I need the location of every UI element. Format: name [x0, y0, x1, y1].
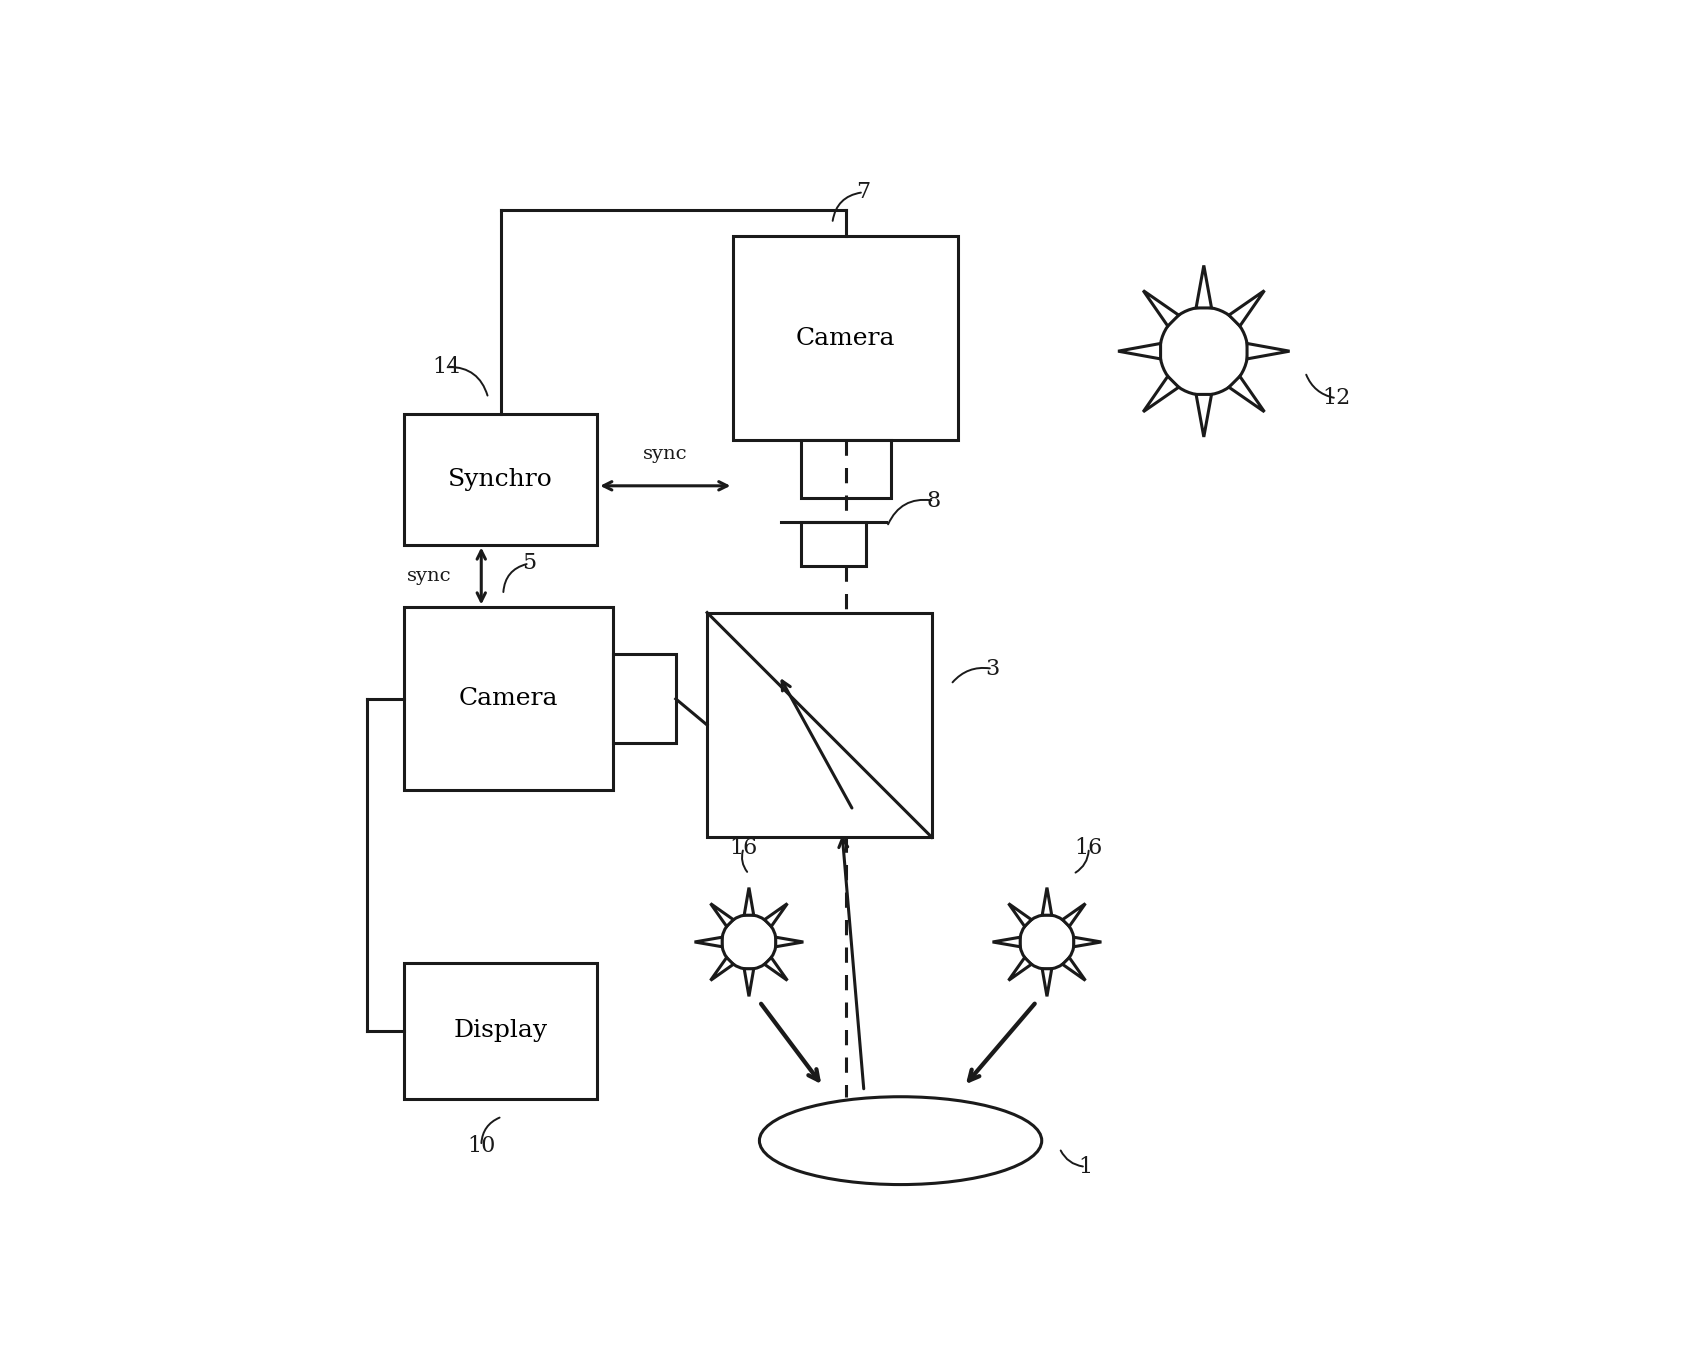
Polygon shape: [695, 937, 722, 947]
Text: 10: 10: [466, 1135, 495, 1157]
Text: 16: 16: [1075, 837, 1102, 858]
Polygon shape: [711, 957, 733, 980]
Bar: [707, 612, 931, 838]
Polygon shape: [1230, 291, 1265, 326]
Bar: [404, 963, 597, 1099]
Text: sync: sync: [407, 568, 451, 585]
Polygon shape: [1196, 265, 1211, 308]
Bar: [801, 440, 890, 497]
Text: 14: 14: [432, 356, 461, 378]
Polygon shape: [1230, 376, 1265, 411]
Polygon shape: [992, 937, 1021, 947]
Text: 3: 3: [985, 657, 999, 680]
Text: 5: 5: [522, 553, 536, 574]
Polygon shape: [775, 937, 804, 947]
Text: sync: sync: [643, 445, 687, 463]
Text: 8: 8: [928, 490, 941, 512]
Polygon shape: [1143, 376, 1179, 411]
Bar: [612, 655, 675, 743]
Text: Camera: Camera: [795, 327, 895, 349]
Text: Display: Display: [453, 1020, 548, 1043]
Polygon shape: [711, 903, 733, 926]
Polygon shape: [1143, 291, 1179, 326]
Polygon shape: [1196, 394, 1211, 437]
Text: 12: 12: [1323, 387, 1350, 409]
Bar: [404, 607, 612, 790]
Polygon shape: [745, 888, 753, 915]
Circle shape: [722, 915, 777, 970]
Polygon shape: [1118, 344, 1160, 359]
Text: Camera: Camera: [458, 687, 558, 710]
Polygon shape: [1062, 903, 1085, 926]
Polygon shape: [1074, 937, 1101, 947]
Text: 16: 16: [729, 837, 758, 858]
Polygon shape: [1041, 968, 1052, 997]
Polygon shape: [745, 968, 753, 997]
Text: 7: 7: [856, 181, 870, 204]
Polygon shape: [765, 957, 787, 980]
Bar: [801, 521, 867, 565]
Text: Synchro: Synchro: [448, 467, 553, 490]
Ellipse shape: [760, 1097, 1041, 1184]
Text: 1: 1: [1079, 1156, 1092, 1177]
Bar: [733, 236, 958, 440]
Polygon shape: [1009, 957, 1031, 980]
Polygon shape: [765, 903, 787, 926]
Polygon shape: [1247, 344, 1289, 359]
Circle shape: [1019, 915, 1074, 970]
Polygon shape: [1009, 903, 1031, 926]
Circle shape: [1160, 307, 1248, 395]
Bar: [404, 414, 597, 545]
Polygon shape: [1062, 957, 1085, 980]
Polygon shape: [1041, 888, 1052, 915]
